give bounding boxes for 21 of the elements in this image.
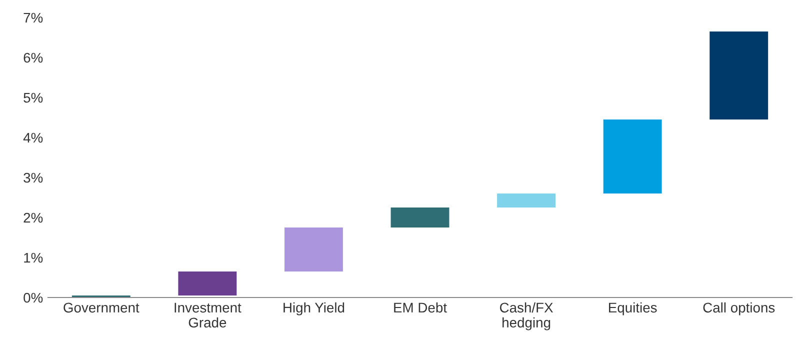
y-tick-label: 0% <box>24 292 43 303</box>
x-tick-label: Investment Grade <box>174 302 242 328</box>
bar <box>284 228 343 272</box>
x-tick-label: EM Debt <box>394 302 447 313</box>
bar <box>497 194 556 208</box>
x-tick-label: High Yield <box>284 302 344 316</box>
y-tick-label: 2% <box>24 212 43 223</box>
y-tick-label: 7% <box>24 12 43 23</box>
y-tick-label: 6% <box>24 52 43 63</box>
x-tick-label: Cash/FX hedging <box>500 302 554 330</box>
x-tick-label: Government <box>64 302 140 313</box>
y-tick-label: 1% <box>24 252 43 263</box>
x-tick-label: Equities <box>609 302 657 316</box>
x-tick-label: Call options <box>703 302 775 316</box>
bar <box>178 272 237 296</box>
y-tick-label: 4% <box>23 132 43 143</box>
bar <box>603 120 662 194</box>
y-tick-label: 5% <box>24 92 43 103</box>
bar <box>710 32 768 120</box>
bar <box>390 208 450 228</box>
y-tick-label: 3% <box>24 172 43 183</box>
